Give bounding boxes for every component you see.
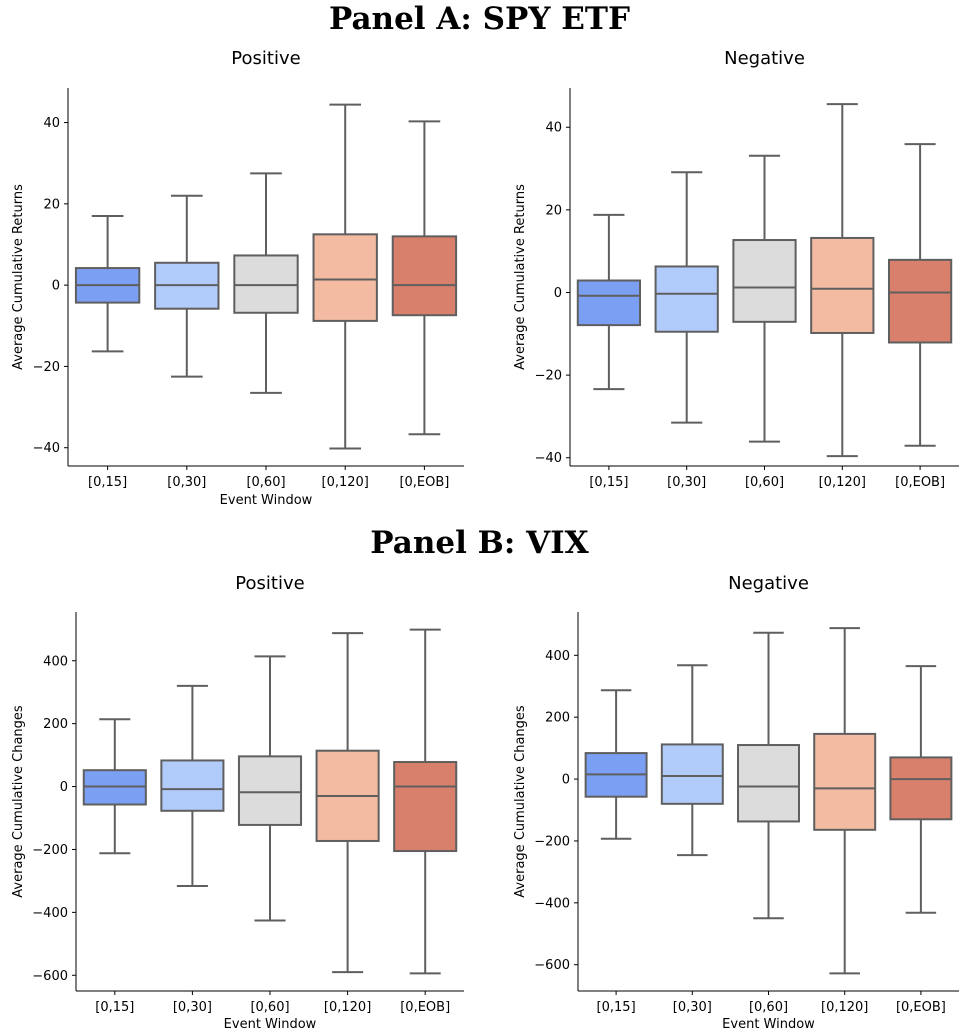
- y-tick-label: 40: [43, 116, 60, 131]
- x-tick-label: [0,60]: [250, 1000, 289, 1015]
- box-[0,EOB]: [889, 756, 953, 821]
- x-axis-label: Event Window: [220, 493, 313, 508]
- x-tick-label: [0,15]: [597, 1000, 636, 1015]
- box-[0,60]: [737, 744, 800, 823]
- x-tick-label: [0,120]: [819, 475, 866, 490]
- y-tick-label: 200: [43, 717, 68, 732]
- box-[0,120]: [813, 732, 877, 831]
- x-tick-label: [0,EOB]: [895, 475, 945, 490]
- panel-b-title: Panel B: VIX: [370, 525, 589, 561]
- y-axis-label: Average Cumulative Changes: [11, 705, 26, 898]
- y-tick-label: 400: [545, 649, 570, 664]
- y-tick-label: −20: [535, 369, 562, 384]
- y-tick-label: 400: [43, 654, 68, 669]
- y-axis-label: Average Cumulative Changes: [513, 705, 528, 898]
- x-axis-label: Event Window: [224, 1017, 317, 1031]
- box-[0,30]: [654, 265, 719, 333]
- x-tick-label: [0,60]: [749, 1000, 788, 1015]
- y-tick-label: 0: [562, 773, 570, 788]
- y-tick-label: −200: [534, 834, 570, 849]
- x-tick-label: [0,15]: [589, 475, 628, 490]
- x-tick-label: [0,30]: [167, 475, 206, 490]
- x-tick-label: [0,30]: [173, 1000, 212, 1015]
- y-axis-label: Average Cumulative Returns: [11, 184, 26, 370]
- box-[0,120]: [810, 236, 875, 334]
- y-tick-label: −400: [32, 906, 68, 921]
- chart-title: Negative: [724, 48, 805, 69]
- chart-title: Positive: [235, 573, 304, 594]
- panel-a-title: Panel A: SPY ETF: [328, 1, 630, 37]
- box-[0,EOB]: [887, 258, 953, 344]
- x-tick-label: [0,60]: [745, 475, 784, 490]
- chart-title: Positive: [231, 48, 300, 69]
- box-[0,60]: [233, 254, 299, 314]
- box-[0,60]: [237, 755, 303, 826]
- box-[0,120]: [312, 233, 378, 322]
- x-tick-label: [0,120]: [322, 475, 369, 490]
- y-tick-label: −40: [33, 441, 60, 456]
- box-[0,60]: [732, 239, 797, 323]
- y-tick-label: −20: [33, 360, 60, 375]
- y-tick-label: 0: [554, 286, 562, 301]
- box-[0,30]: [660, 743, 724, 805]
- y-tick-label: −200: [32, 843, 68, 858]
- box-[0,EOB]: [393, 761, 458, 853]
- box-[0,30]: [160, 759, 225, 812]
- x-tick-label: [0,120]: [324, 1000, 371, 1015]
- y-tick-label: −600: [32, 969, 68, 984]
- box-[0,EOB]: [391, 235, 458, 317]
- x-tick-label: [0,EOB]: [896, 1000, 946, 1015]
- x-axis-label: Event Window: [722, 1017, 815, 1031]
- y-tick-label: 20: [43, 197, 60, 212]
- y-tick-label: −400: [534, 896, 570, 911]
- y-tick-label: 0: [52, 279, 60, 294]
- y-tick-label: 200: [545, 711, 570, 726]
- y-tick-label: 0: [60, 780, 68, 795]
- y-tick-label: 20: [545, 203, 562, 218]
- x-tick-label: [0,EOB]: [400, 1000, 450, 1015]
- y-tick-label: −40: [535, 451, 562, 466]
- x-tick-label: [0,60]: [246, 475, 285, 490]
- x-tick-label: [0,EOB]: [399, 475, 449, 490]
- box-[0,15]: [576, 279, 642, 327]
- chart-title: Negative: [728, 573, 809, 594]
- y-tick-label: 40: [545, 121, 562, 136]
- x-tick-label: [0,15]: [88, 475, 127, 490]
- y-axis-label: Average Cumulative Returns: [513, 184, 528, 370]
- x-tick-label: [0,15]: [95, 1000, 134, 1015]
- x-tick-label: [0,30]: [673, 1000, 712, 1015]
- x-tick-label: [0,30]: [667, 475, 706, 490]
- y-tick-label: −600: [534, 958, 570, 973]
- x-tick-label: [0,120]: [821, 1000, 868, 1015]
